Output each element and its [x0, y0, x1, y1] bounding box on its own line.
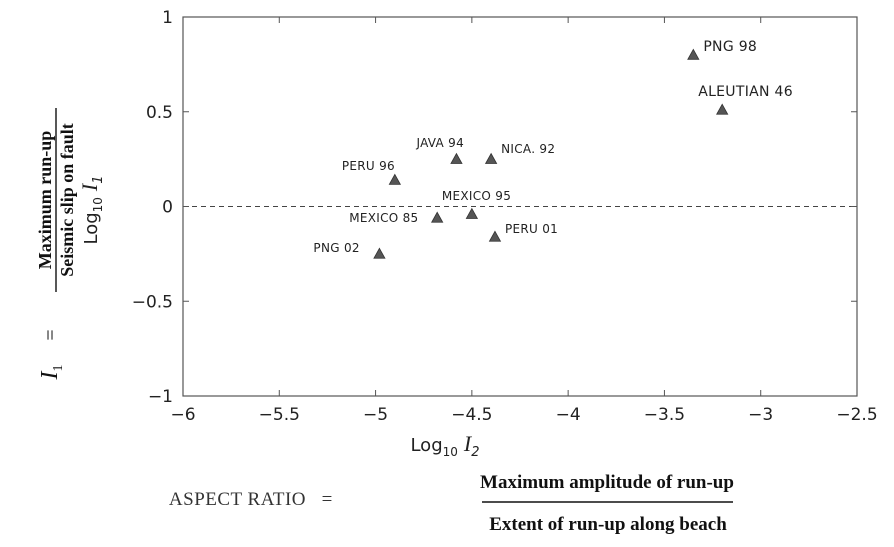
x-tick-label: −5: [363, 405, 388, 425]
y-axis-lhs-var: I: [37, 371, 63, 381]
y-axis-lhs-sub: 1: [51, 365, 66, 372]
y-tick-label: −1: [148, 387, 173, 407]
data-point-marker: [716, 103, 729, 115]
data-point-marker: [373, 247, 386, 259]
y-axis-log-label: Log10 I1: [77, 175, 106, 244]
aspect-ratio-numerator: Maximum amplitude of run-up: [480, 472, 734, 493]
x-tick-label: −2.5: [836, 405, 877, 425]
data-points: PNG 98 ALEUTIAN 46 JAVA 94 NICA. 92 PERU 96 M…: [313, 39, 793, 259]
y-tick-label: 0: [162, 198, 173, 218]
y-axis-lhs: I1: [37, 365, 66, 381]
y-axis-log-main: Log: [81, 212, 102, 244]
y-axis-label: Log10I1 Maximum run-up Seismic slip on f…: [35, 108, 106, 381]
data-point-label: ALEUTIAN 46: [698, 84, 793, 100]
x-axis-label-log: Log: [410, 435, 442, 456]
data-point-marker: [388, 173, 402, 185]
y-tick-label: −0.5: [132, 292, 173, 312]
x-tick-label: −3.5: [644, 405, 685, 425]
y-axis-log-var-sub: 1: [91, 175, 106, 183]
y-axis-fraction-denominator: Seismic slip on fault: [57, 123, 77, 277]
data-point-label: PERU 01: [505, 222, 558, 236]
plot-axes: [182, 16, 858, 397]
x-tick-label: −5.5: [259, 405, 300, 425]
data-point-label: MEXICO 85: [349, 211, 418, 225]
x-tick-label: −4.5: [451, 405, 492, 425]
y-axis-equals: =: [40, 329, 62, 340]
x-tick-label: −4: [556, 405, 581, 425]
x-axis-label-log-sub: 10: [443, 445, 458, 459]
data-point-marker: [450, 152, 463, 164]
tick-labels: −6 −5.5 −5 −4.5 −4 −3.5 −3 −2.5 −1 −0.5 0 0.5 1: [132, 8, 878, 425]
data-point-marker: [484, 152, 498, 164]
x-axis-label: Log10 I2: [410, 431, 479, 460]
aspect-ratio-lhs: ASPECT RATIO: [169, 489, 306, 510]
data-point-marker: [488, 230, 502, 242]
data-point-marker: [687, 48, 700, 60]
data-point-label: PERU 96: [342, 159, 395, 173]
data-point-marker: [431, 211, 444, 223]
y-axis-fraction-numerator: Maximum run-up: [35, 131, 55, 270]
y-axis-log-var: I: [77, 182, 102, 192]
x-axis-label-var: I: [463, 431, 473, 456]
data-point-label: JAVA 94: [415, 136, 464, 150]
data-point-label: PNG 98: [703, 39, 757, 55]
data-point-label: MEXICO 95: [442, 189, 511, 203]
y-tick-label: 1: [162, 8, 173, 28]
aspect-ratio-equals: =: [322, 489, 333, 510]
data-point-marker: [465, 207, 479, 219]
data-point-label: PNG 02: [313, 241, 359, 255]
y-axis-log-sub: 10: [91, 197, 105, 212]
x-axis-label-var-sub: 2: [471, 445, 479, 460]
x-tick-label: −3: [748, 405, 773, 425]
data-point-label: NICA. 92: [501, 142, 555, 156]
y-tick-label: 0.5: [146, 103, 173, 123]
x-tick-label: −6: [170, 405, 195, 425]
aspect-ratio-denominator: Extent of run-up along beach: [489, 514, 727, 535]
